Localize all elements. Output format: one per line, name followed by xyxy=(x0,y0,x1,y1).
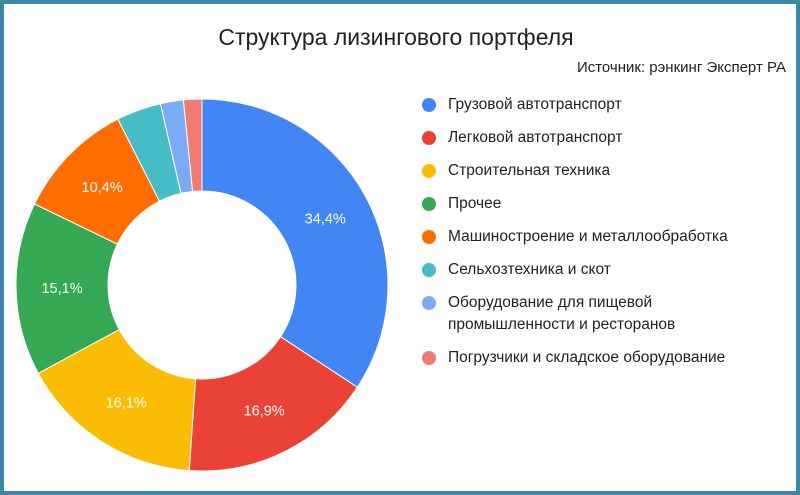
legend-item: Оборудование для пищевой промышленности … xyxy=(416,292,786,336)
legend-label: Легковой автотранспорт xyxy=(448,129,623,146)
legend-swatch xyxy=(422,164,436,178)
legend-label: Грузовой автотранспорт xyxy=(448,96,622,113)
slice-label-4: 15,1% xyxy=(41,281,82,297)
legend-swatch xyxy=(422,197,436,211)
legend-item: Прочее xyxy=(416,193,786,215)
legend-label: Строительная техника xyxy=(448,162,611,179)
slice-2 xyxy=(188,335,359,472)
slice-label-5: 10,4% xyxy=(82,180,123,196)
slice-8 xyxy=(182,98,203,193)
legend-item: Строительная техника xyxy=(416,160,786,182)
legend-item: Сельхозтехника и скот xyxy=(416,259,786,281)
legend-item: Легковой автотранспорт xyxy=(416,127,786,149)
legend-swatch xyxy=(422,131,436,145)
slice-1 xyxy=(201,98,389,388)
legend-label: Погрузчики и складское оборудование xyxy=(448,349,726,366)
legend-label: Машиностроение и металлообработка xyxy=(448,228,728,245)
chart-title: Структура лизингового портфеля xyxy=(218,24,574,50)
chart-subtitle: Источник: рэнкинг Эксперт РА xyxy=(576,59,786,76)
slice-label-3: 16,1% xyxy=(106,396,147,412)
slice-4 xyxy=(15,203,120,374)
legend-label: Сельхозтехника и скот xyxy=(448,261,611,278)
legend-item: Машиностроение и металлообработка xyxy=(416,226,786,248)
legend-label: Оборудование для пищевой промышленности … xyxy=(448,294,676,333)
legend-item: Грузовой автотранспорт xyxy=(416,94,786,116)
legend: Грузовой автотранспорт Легковой автотранс… xyxy=(416,94,786,380)
legend-swatch xyxy=(422,263,436,277)
legend-swatch xyxy=(422,351,436,365)
legend-item: Погрузчики и складское оборудование xyxy=(416,347,786,369)
legend-swatch xyxy=(422,296,436,310)
slice-label-2: 16,9% xyxy=(244,403,285,419)
slice-label-1: 34,4% xyxy=(305,212,346,228)
legend-swatch xyxy=(422,230,436,244)
legend-label: Прочее xyxy=(448,195,502,212)
slice-3 xyxy=(37,328,197,472)
legend-swatch xyxy=(422,98,436,112)
